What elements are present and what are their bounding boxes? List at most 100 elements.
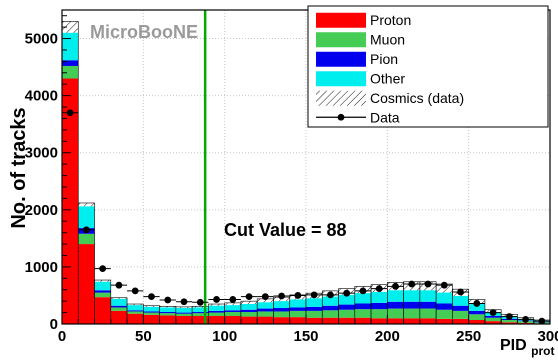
bar-proton [257,316,274,324]
bar-proton [306,317,323,324]
bar-cosmics-data [240,301,258,305]
data-point [294,292,302,299]
data-point [115,281,123,289]
bar-other [257,302,274,309]
bar-muon [208,312,225,317]
bar-proton [419,318,437,324]
bar-proton [501,322,518,324]
bar-other [175,308,193,313]
y-tick-label: 4000 [25,88,58,105]
bar-pion [143,311,160,313]
bar-muon [143,312,160,315]
y-tick-label: 1000 [25,259,58,276]
bar-pion [468,310,485,315]
data-point [392,282,399,290]
bar-other [419,290,437,302]
legend-label-proton: Proton [370,12,411,28]
bar-pion [110,305,128,308]
bar-proton [436,318,453,324]
bar-pion [436,303,453,310]
bar-cosmics-data [143,305,160,307]
bar-pion [289,307,306,311]
bar-pion [306,306,323,311]
data-point [522,316,529,323]
grid [62,10,550,324]
data-point [278,292,285,300]
y-tick-label: 5000 [25,31,58,48]
bar-cosmics-data [192,306,209,308]
data-point [457,288,464,296]
bar-other [94,281,111,291]
y-axis-title: No. of tracks [8,107,30,228]
x-tick-label: 100 [212,328,237,345]
bar-proton [159,315,176,324]
bar-pion [403,301,420,309]
legend-swatch-proton [316,12,366,28]
bar-muon [436,309,453,319]
x-axis-title: PID prot [500,337,554,358]
bar-proton [452,318,469,324]
bar-proton [468,320,485,324]
data-point [261,293,269,300]
legend-swatch-muon [316,32,366,48]
data-point [505,313,513,320]
data-point [180,298,188,306]
bar-cosmics-data [175,306,193,309]
data-point [164,296,172,304]
legend-label-other: Other [370,70,405,86]
bar-proton [224,316,241,324]
bar-other [289,299,306,308]
bar-other [306,298,323,307]
watermark-label: MicroBooNE [90,22,198,42]
bar-muon [338,309,355,318]
data-point [424,280,432,288]
bar-cosmics-data [159,306,176,308]
bar-proton [208,316,225,324]
bar-other [110,298,128,306]
bar-muon [224,312,241,317]
bar-pion [192,312,209,314]
bar-other [192,307,209,313]
bar-proton [322,317,339,324]
bar-proton [387,318,404,324]
data-point [83,226,90,234]
x-tick-label: 300 [537,328,558,345]
data-point [359,287,367,295]
data-point [66,109,74,117]
x-tick-label: 150 [293,328,318,345]
data-point [245,293,253,300]
bar-cosmics-data [110,297,128,299]
data-point [196,298,204,306]
x-tick-label: 250 [456,328,481,345]
data-point [538,317,546,325]
legend-swatch-cosmics-data [316,90,366,106]
bar-muon [257,311,274,317]
bar-other [159,307,176,313]
bar-proton [240,316,258,324]
data-point [343,289,351,297]
bar-pion [175,312,193,314]
bar-pion [452,305,469,311]
legend-label-cosmics-data: Cosmics (data) [370,90,464,106]
bar-cosmics-data [224,302,241,306]
bar-pion [354,303,372,310]
bar-other [468,304,485,311]
bar-cosmics-data [62,21,79,33]
bar-proton [143,314,160,324]
bar-cosmics-data [127,304,144,306]
bar-pion [419,301,437,309]
bar-other [127,305,144,311]
bar-pion [484,316,502,318]
data-point [213,296,220,303]
bar-muon [192,313,209,317]
bar-pion [208,310,225,313]
bar-muon [322,310,339,318]
bar-proton [78,244,95,324]
bar-other [208,305,225,311]
bar-muon [468,314,485,321]
bar-muon [452,310,469,319]
data-point [489,309,497,316]
bar-proton [192,316,209,324]
data-point [473,300,481,307]
bar-muon [127,311,144,314]
